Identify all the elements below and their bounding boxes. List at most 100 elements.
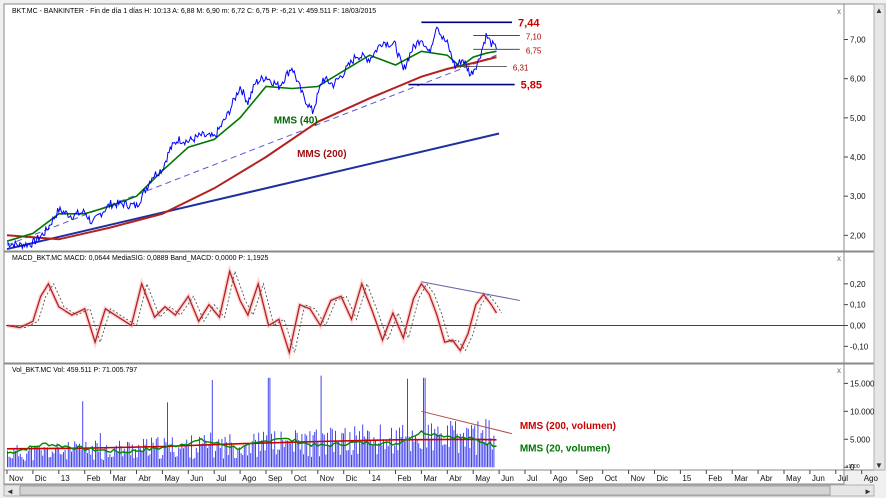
volume-bar	[299, 449, 301, 468]
volume-bar	[362, 424, 364, 468]
volume-bar	[162, 455, 164, 468]
volume-bar	[453, 430, 455, 468]
time-tick-label: 13	[61, 474, 70, 483]
volume-bar	[184, 443, 186, 468]
vertical-scrollbar[interactable]	[873, 3, 886, 471]
volume-bar	[227, 455, 229, 468]
volume-bar	[285, 440, 287, 468]
volume-bar	[303, 454, 304, 468]
volume-bar	[18, 456, 20, 468]
volume-bar	[395, 430, 397, 468]
macd-panel-close: x	[837, 254, 841, 263]
volume-bar	[290, 443, 292, 468]
volume-bar	[245, 445, 247, 468]
volume-bar	[368, 431, 370, 468]
volume-bar	[111, 457, 112, 468]
time-tick-label: Dic	[35, 474, 47, 483]
volume-bar	[413, 441, 415, 468]
volume-bar	[16, 445, 18, 468]
volume-bar	[448, 446, 450, 468]
volume-bar	[23, 459, 24, 468]
volume-bar	[128, 442, 130, 468]
volume-bar	[375, 439, 376, 468]
volume-bar	[216, 441, 218, 468]
time-tick-label: Sep	[268, 474, 283, 483]
volume-bar	[139, 448, 141, 468]
volume-bar	[63, 452, 64, 468]
volume-panel-close: x	[837, 366, 841, 375]
volume-bar	[37, 445, 39, 468]
volume-bar	[296, 432, 298, 468]
volume-bar	[392, 453, 394, 468]
volume-bar	[482, 430, 484, 468]
mms200-line	[6, 56, 497, 241]
volume-bar	[391, 427, 392, 468]
macd-panel-axis	[843, 251, 875, 364]
volume-bar	[197, 452, 199, 468]
volume-bar	[146, 439, 148, 468]
time-tick-label: Nov	[631, 474, 645, 483]
volume-bar	[176, 456, 178, 468]
price-level-label: 7,44	[518, 17, 540, 29]
volume-panel-axis	[843, 363, 875, 471]
volume-bar	[437, 426, 439, 468]
volume-bar	[122, 456, 124, 468]
volume-bar	[475, 454, 477, 468]
time-tick-label: Jul	[527, 474, 537, 483]
volume-bar	[168, 446, 170, 468]
volume-bar	[239, 447, 240, 468]
volume-bar	[389, 438, 391, 468]
volume-bar	[115, 445, 117, 468]
volume-bar	[301, 434, 303, 468]
time-tick-label: Jun	[190, 474, 203, 483]
volume-bar	[405, 436, 407, 468]
volume-bar	[79, 443, 80, 468]
volume-bar	[13, 447, 15, 468]
volume-bar	[82, 401, 84, 468]
volume-bar	[261, 440, 263, 468]
scroll-down-button: ▼	[875, 461, 883, 470]
volume-bar	[443, 444, 445, 468]
volume-bar	[267, 377, 269, 468]
time-tick-label: Mar	[423, 474, 437, 483]
time-tick-label: Jun	[501, 474, 514, 483]
scrollbar-thumb[interactable]	[19, 485, 831, 496]
volume-bar	[170, 451, 172, 468]
volume-bar	[480, 432, 482, 468]
2-tick-label: 5.000	[850, 435, 871, 444]
volume-bar	[109, 454, 111, 468]
time-tick-label: Oct	[605, 474, 618, 483]
volume-mms20-line	[6, 429, 497, 454]
volume-bar	[223, 458, 224, 468]
moving-average-annotation: MMS (40)	[274, 116, 318, 127]
volume-bar	[411, 430, 413, 468]
volume-bar	[351, 454, 352, 468]
volume-bar	[131, 444, 133, 468]
volume-bar	[87, 453, 88, 468]
volume-bar	[35, 447, 37, 468]
volume-bar	[50, 456, 52, 468]
volume-bar	[295, 430, 296, 468]
volume-bar	[240, 453, 242, 468]
volume-bar	[483, 442, 485, 468]
volume-bar	[485, 419, 487, 468]
volume-bar	[439, 434, 440, 468]
volume-bar	[34, 445, 36, 468]
volume-bar	[455, 421, 456, 468]
volume-bar	[467, 428, 469, 468]
macd-line	[6, 268, 498, 356]
volume-bar	[352, 450, 354, 468]
time-tick-label: Jul	[838, 474, 848, 483]
volume-bar	[85, 441, 87, 468]
volume-bar	[71, 451, 72, 468]
volume-bar	[253, 433, 255, 468]
volume-bar	[226, 442, 228, 468]
volume-bar	[229, 434, 231, 468]
volume-bar	[432, 450, 434, 468]
volume-bar	[357, 453, 359, 468]
volume-bar	[464, 446, 466, 468]
volume-bar	[298, 440, 300, 468]
volume-bar	[59, 454, 61, 468]
volume-bar	[202, 443, 204, 468]
time-tick-label: May	[786, 474, 801, 483]
